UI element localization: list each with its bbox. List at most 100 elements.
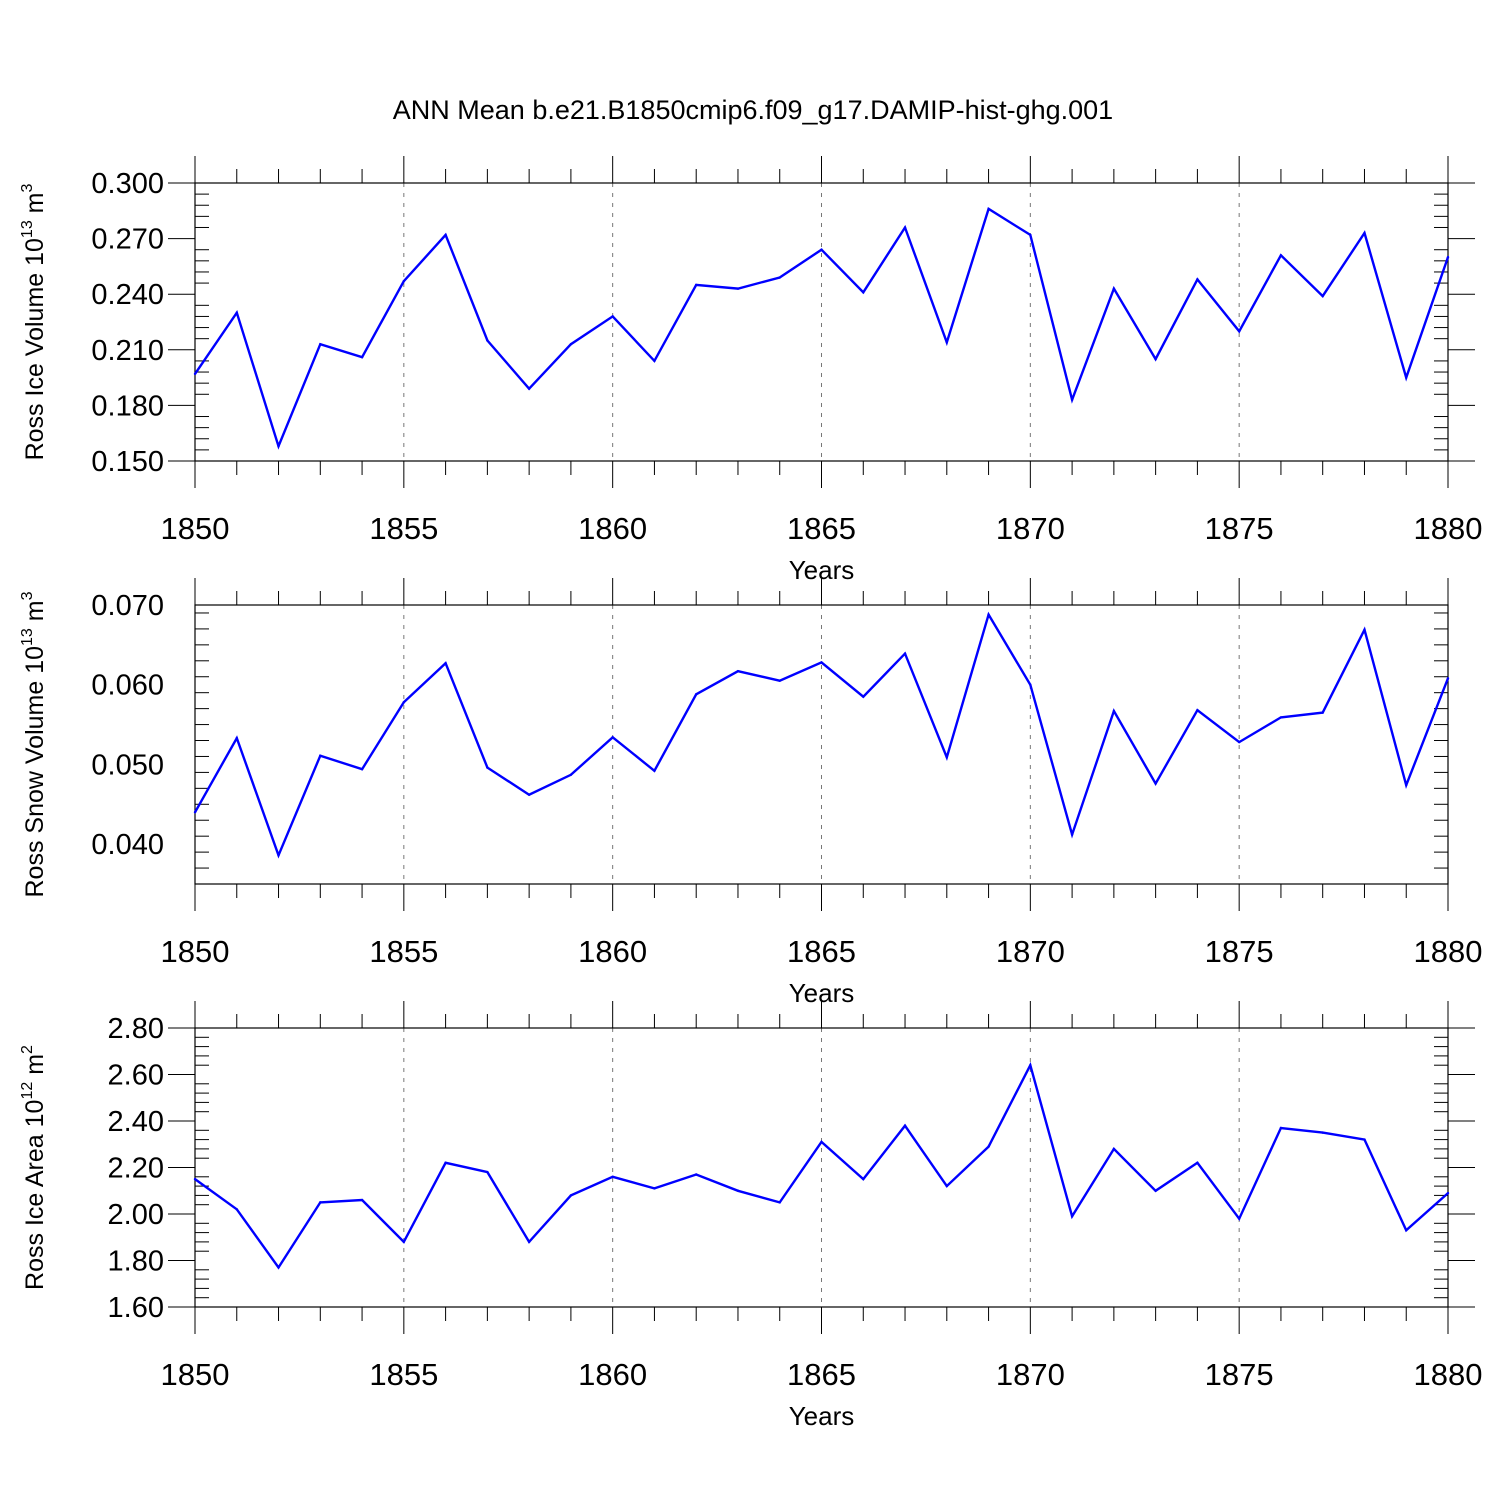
data-point — [1237, 740, 1241, 744]
x-tick-label: 1855 — [369, 934, 438, 969]
x-tick-label: 1870 — [996, 1357, 1065, 1392]
x-tick-label: 1870 — [996, 511, 1065, 546]
data-point — [1321, 1131, 1324, 1134]
panel-3: 1.60 1.80 2.00 2.20 2.40 2.60 2.80 1850 1855 1860… — [19, 1001, 1482, 1431]
x-tick-label: 1850 — [161, 511, 230, 546]
data-point — [778, 276, 781, 279]
y-tick-label: 2.40 — [108, 1106, 164, 1138]
y-axis-label-exponent: 13 — [19, 220, 36, 238]
data-point — [945, 341, 948, 344]
data-point — [945, 756, 948, 759]
panel-1: 0.150 0.180 0.210 0.240 0.270 0.300 1850 1855 18… — [19, 156, 1482, 585]
y-axis-label-unit-exponent: 2 — [19, 1045, 36, 1054]
data-point — [193, 811, 197, 814]
data-point — [1237, 1217, 1241, 1220]
data-point — [527, 793, 531, 796]
data-point — [1154, 357, 1157, 361]
x-tick-label: 1870 — [996, 934, 1065, 969]
data-point — [1112, 287, 1116, 290]
x-tick-label: 1865 — [787, 1357, 856, 1392]
data-point — [736, 1189, 740, 1192]
data-point — [1405, 376, 1408, 379]
data-point — [778, 679, 781, 682]
series-line — [194, 1061, 1449, 1270]
data-point — [527, 1240, 531, 1244]
data-point — [1321, 294, 1324, 298]
data-point — [1070, 833, 1074, 836]
data-point — [1196, 278, 1199, 281]
y-axis-label-exponent: 13 — [19, 628, 36, 646]
x-tick-label: 1865 — [787, 934, 856, 969]
y-tick-label: 2.20 — [108, 1153, 164, 1185]
data-point — [1279, 254, 1283, 257]
data-point — [235, 1208, 238, 1211]
data-point — [1154, 782, 1157, 785]
data-point — [1029, 683, 1032, 686]
data-point — [862, 291, 865, 294]
y-tick-label: 0.150 — [91, 446, 164, 478]
y-tick-label: 0.050 — [91, 749, 164, 781]
x-tick-label: 1860 — [578, 511, 647, 546]
y-tick-label: 0.070 — [91, 590, 164, 622]
data-point — [193, 372, 197, 376]
y-tick-label: 0.210 — [91, 335, 164, 367]
data-point — [1154, 1189, 1157, 1192]
series-line — [193, 611, 1450, 859]
y-axis-label: Ross Ice Volume 1013 m3 — [19, 183, 49, 460]
x-tick-label: 1875 — [1205, 934, 1274, 969]
data-point — [277, 444, 280, 448]
data-point — [235, 736, 238, 740]
y-axis-label-unit: m — [21, 600, 49, 628]
data-point — [903, 226, 907, 229]
data-point — [360, 768, 364, 771]
data-point — [1446, 1191, 1450, 1195]
data-point — [695, 1173, 698, 1176]
data-point — [1196, 1161, 1199, 1165]
data-point — [1070, 398, 1074, 402]
data-point — [235, 311, 238, 314]
data-point — [1446, 677, 1450, 680]
data-point — [987, 613, 990, 616]
x-tick-label: 1855 — [369, 511, 438, 546]
x-tick-label: 1880 — [1414, 934, 1483, 969]
y-tick-label: 0.270 — [91, 224, 164, 256]
x-tick-label: 1850 — [161, 1357, 230, 1392]
x-tick-label: 1875 — [1205, 511, 1274, 546]
data-point — [486, 1170, 489, 1174]
data-point — [1279, 1126, 1283, 1130]
x-tick-label: 1875 — [1205, 1357, 1274, 1392]
y-tick-label: 0.040 — [91, 829, 164, 861]
data-point — [695, 693, 698, 696]
data-point — [903, 652, 907, 655]
y-axis-label-text: Ross Ice Area 10 — [21, 1100, 49, 1290]
data-point — [1363, 231, 1366, 235]
data-point — [653, 769, 656, 773]
y-tick-label: 0.180 — [91, 390, 164, 422]
data-point — [360, 356, 364, 359]
data-point — [444, 661, 447, 665]
y-axis-label-text: Ross Ice Volume 10 — [21, 238, 49, 460]
panels: 0.150 0.180 0.210 0.240 0.270 0.300 1850 1855 18… — [19, 156, 1482, 1431]
y-tick-label: 0.240 — [91, 279, 164, 311]
x-tick-label: 1880 — [1414, 1357, 1483, 1392]
data-point — [611, 736, 614, 739]
y-axis-label-exponent: 12 — [19, 1082, 36, 1100]
data-point — [277, 1266, 280, 1269]
y-axis-label: Ross Ice Area 1012 m2 — [19, 1045, 49, 1290]
panel-2: 0.040 0.050 0.060 0.070 1850 1855 1860 1865 1870… — [19, 578, 1482, 1008]
data-point — [1029, 1064, 1032, 1067]
data-point — [569, 773, 573, 776]
figure-title: ANN Mean b.e21.B1850cmip6.f09_g17.DAMIP-… — [393, 95, 1113, 125]
data-point — [653, 359, 656, 363]
data-point — [653, 1187, 656, 1190]
y-tick-label: 2.00 — [108, 1199, 164, 1231]
data-point — [486, 766, 489, 769]
data-point — [444, 233, 447, 237]
data-point — [486, 339, 489, 342]
data-point — [903, 1124, 907, 1127]
data-point — [1363, 628, 1366, 631]
data-point — [736, 287, 740, 290]
data-point — [1279, 716, 1283, 719]
x-tick-label: 1855 — [369, 1357, 438, 1392]
